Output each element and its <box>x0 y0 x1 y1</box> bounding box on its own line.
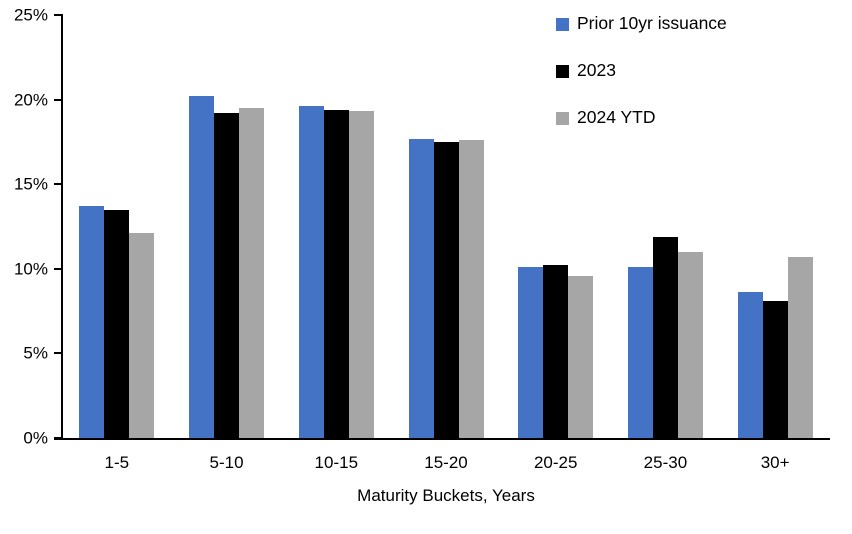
legend-label: 2023 <box>577 60 616 81</box>
legend-item: Prior 10yr issuance <box>556 11 727 37</box>
x-tick-label: 30+ <box>760 453 790 472</box>
y-tick-label: 5% <box>23 343 48 363</box>
y-axis-line <box>61 14 63 440</box>
bar-2023-25-30 <box>652 236 678 438</box>
bar-2023-1-5 <box>104 209 130 438</box>
legend-swatch-icon <box>556 111 569 125</box>
bar-prior-10yr-issuance-20-25 <box>518 267 544 438</box>
bar-2023-10-15 <box>323 109 349 438</box>
y-tick-label: 20% <box>13 90 48 110</box>
y-tick-label: 25% <box>13 5 48 25</box>
y-tick-mark <box>54 98 62 101</box>
bar-prior-10yr-issuance-25-30 <box>627 267 653 438</box>
legend-swatch-icon <box>556 64 569 78</box>
y-tick-mark <box>54 352 62 355</box>
legend-swatch-icon <box>556 17 569 31</box>
bar-prior-10yr-issuance-15-20 <box>408 138 434 438</box>
x-tick-label: 15-20 <box>424 453 468 472</box>
legend-item: 2023 <box>556 58 727 84</box>
bar-prior-10yr-issuance-1-5 <box>79 206 105 438</box>
y-tick-mark <box>54 14 62 16</box>
bar-2024-ytd-15-20 <box>458 140 484 438</box>
legend-item: 2024 YTD <box>556 105 727 131</box>
x-tick-label: 20-25 <box>533 453 578 472</box>
legend-label: Prior 10yr issuance <box>577 13 727 34</box>
bar-prior-10yr-issuance-10-15 <box>298 106 324 438</box>
bar-prior-10yr-issuance-5-10 <box>189 96 215 438</box>
y-tick-label: 15% <box>13 174 48 194</box>
x-tick-label: 5-10 <box>209 453 244 472</box>
bar-2023-30+ <box>762 300 788 438</box>
legend: Prior 10yr issuance 2023 2024 YTD <box>556 11 727 152</box>
y-tick-label: 0% <box>23 428 48 448</box>
x-tick-label: 25-30 <box>643 453 688 472</box>
x-tick-label: 10-15 <box>314 453 359 472</box>
bar-2023-15-20 <box>433 141 459 438</box>
bar-prior-10yr-issuance-30+ <box>737 292 763 438</box>
y-tick-mark <box>54 267 62 270</box>
bar-2024-ytd-5-10 <box>239 108 265 438</box>
x-tick-label: 1-5 <box>104 453 130 472</box>
y-tick-mark <box>54 437 62 439</box>
bar-2023-20-25 <box>543 265 569 438</box>
x-axis-line <box>54 438 830 440</box>
y-tick-mark <box>54 183 62 186</box>
bar-2023-5-10 <box>214 113 240 438</box>
bar-2024-ytd-25-30 <box>677 251 703 438</box>
bar-2024-ytd-30+ <box>787 256 813 438</box>
y-tick-label: 10% <box>13 259 48 279</box>
bar-2024-ytd-10-15 <box>348 111 374 438</box>
bar-2024-ytd-1-5 <box>129 233 155 438</box>
legend-label: 2024 YTD <box>577 107 656 128</box>
bar-2024-ytd-20-25 <box>568 275 594 438</box>
x-axis-title: Maturity Buckets, Years <box>357 486 535 505</box>
